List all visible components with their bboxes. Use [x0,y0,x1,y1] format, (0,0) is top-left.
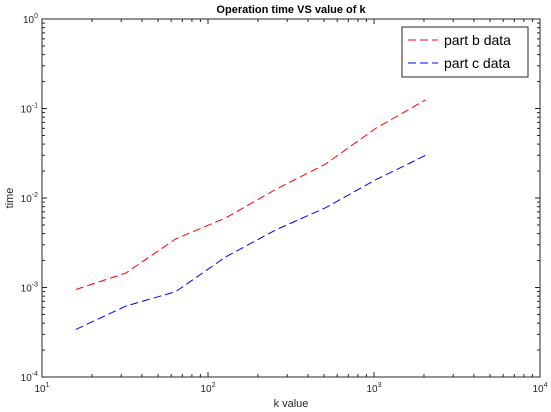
legend: part b data part c data [401,26,529,78]
y-axis-label: time [4,188,16,209]
plot-area [41,18,541,378]
series-line-1 [75,99,426,290]
legend-label: part c data [444,55,510,71]
chart-title: Operation time VS value of k [216,4,366,16]
axes [41,18,541,378]
series-layer [75,99,426,330]
legend-box [401,26,529,78]
x-axis-label: k value [274,398,309,410]
legend-label: part b data [444,32,511,48]
series-line-2 [75,154,426,330]
